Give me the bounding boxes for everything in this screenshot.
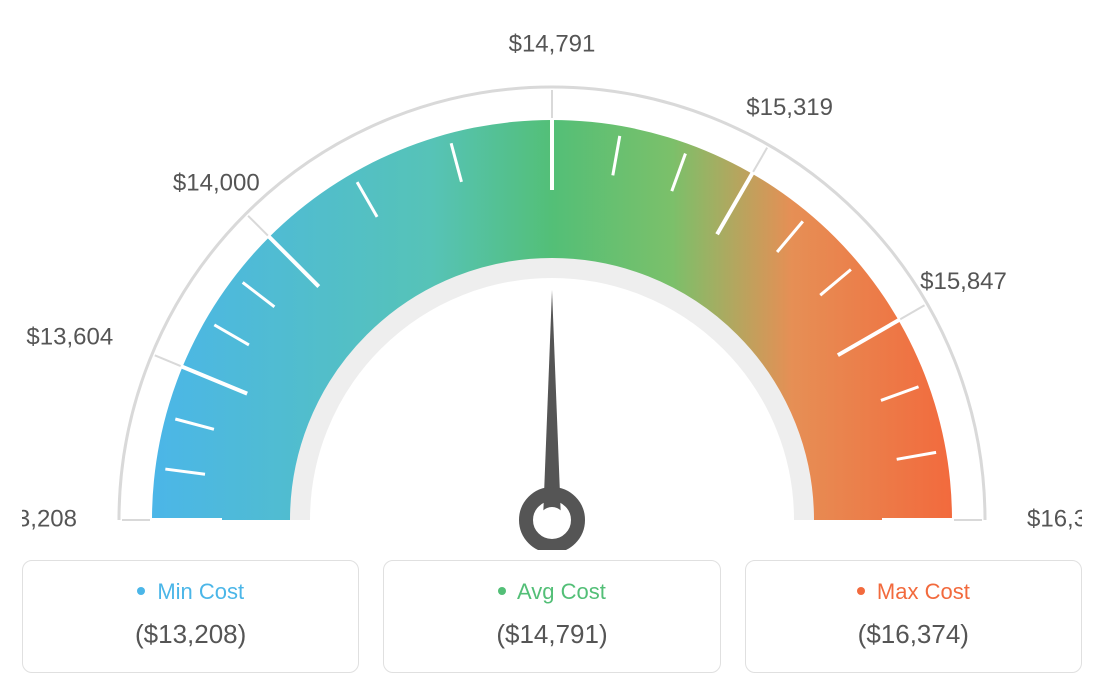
gauge-tick-label: $15,847 [920,268,1007,295]
min-label: Min Cost [157,579,244,604]
gauge-tick-label: $14,791 [509,30,596,57]
gauge-tick-label: $14,000 [173,169,260,196]
avg-cost-title: Avg Cost [394,579,709,605]
max-dot-icon [857,587,865,595]
min-cost-card: Min Cost ($13,208) [22,560,359,673]
cost-gauge-chart: $13,208 $13,604 $14,000 $14,791 $15,319 $15,8… [22,20,1082,550]
max-value: ($16,374) [756,619,1071,650]
gauge-tick-label: $15,319 [746,94,833,121]
gauge-tick-label: $16,374 [1027,505,1082,532]
gauge-tick-label: $13,208 [22,505,77,532]
avg-label: Avg Cost [517,579,606,604]
summary-cards: Min Cost ($13,208) Avg Cost ($14,791) Ma… [22,560,1082,673]
max-label: Max Cost [877,579,970,604]
avg-value: ($14,791) [394,619,709,650]
avg-cost-card: Avg Cost ($14,791) [383,560,720,673]
max-cost-title: Max Cost [756,579,1071,605]
gauge-tick-label: $13,604 [26,323,113,350]
max-cost-card: Max Cost ($16,374) [745,560,1082,673]
avg-dot-icon [498,587,506,595]
min-dot-icon [137,587,145,595]
min-cost-title: Min Cost [33,579,348,605]
min-value: ($13,208) [33,619,348,650]
